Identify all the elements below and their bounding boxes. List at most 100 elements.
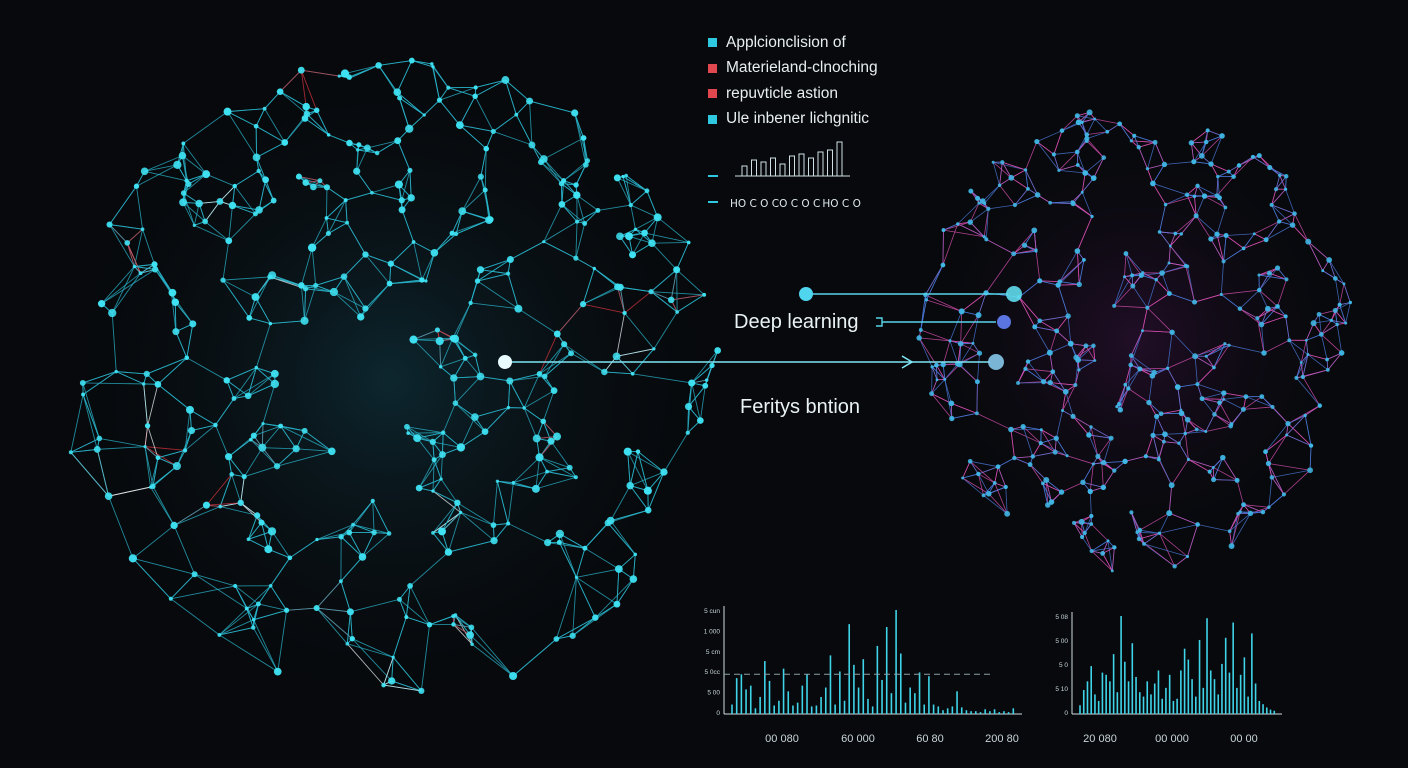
network-edge — [219, 627, 254, 636]
network-edge — [575, 223, 586, 259]
network-node — [252, 153, 261, 162]
network-edge — [170, 598, 220, 636]
network-edge — [1204, 195, 1226, 208]
network-node — [1027, 462, 1033, 467]
network-edge — [691, 365, 713, 384]
network-node — [387, 260, 394, 267]
network-edge — [543, 158, 562, 184]
network-edge — [109, 224, 135, 267]
network-node — [405, 124, 414, 133]
network-node — [356, 142, 362, 148]
network-node — [1267, 505, 1271, 509]
network-edge — [346, 611, 351, 644]
network-node — [138, 271, 143, 276]
network-edge — [425, 252, 435, 282]
network-node — [472, 93, 478, 99]
legend-item: Applcionclision of — [708, 30, 878, 56]
network-edge — [328, 199, 347, 234]
network-edge — [1014, 456, 1033, 459]
network-edge — [547, 542, 585, 549]
network-edge — [215, 398, 235, 426]
network-edge — [556, 303, 584, 335]
network-edge — [480, 148, 487, 177]
network-edge — [340, 536, 363, 558]
network-edge — [999, 162, 1003, 186]
network-edge — [515, 114, 533, 146]
network-node — [1178, 410, 1185, 417]
network-edge — [1156, 416, 1166, 435]
network-node — [1294, 375, 1299, 380]
network-node — [357, 313, 365, 321]
network-edge — [352, 524, 375, 534]
network-edge — [219, 619, 254, 636]
network-edge — [316, 607, 353, 640]
network-node — [522, 406, 526, 410]
network-node — [1080, 479, 1086, 486]
network-edge — [111, 312, 117, 372]
network-edge — [480, 376, 510, 382]
network-edge — [1077, 345, 1094, 361]
network-edge — [539, 456, 570, 469]
network-edge — [1147, 293, 1170, 309]
network-node — [258, 519, 265, 526]
network-edge — [234, 585, 248, 609]
network-edge — [455, 376, 481, 404]
network-node — [187, 426, 196, 435]
network-edge — [620, 286, 652, 293]
connector-bracket-deep-learning — [876, 317, 883, 327]
network-edge — [1268, 477, 1273, 508]
network-node — [1255, 316, 1260, 321]
network-edge — [1035, 251, 1041, 281]
network-edge — [561, 203, 585, 224]
network-node — [1046, 349, 1053, 356]
network-edge — [584, 210, 599, 224]
network-edge — [1013, 250, 1037, 255]
network-node — [1332, 307, 1338, 314]
network-edge — [1127, 368, 1141, 389]
network-edge — [627, 451, 631, 486]
network-node — [370, 190, 374, 195]
network-node — [641, 229, 648, 237]
network-edge — [617, 177, 648, 192]
network-node — [957, 341, 964, 347]
network-node — [571, 109, 579, 117]
network-node — [1338, 350, 1345, 356]
network-node — [1082, 170, 1089, 176]
network-node — [995, 464, 1001, 470]
network-node — [490, 128, 496, 135]
network-node — [1052, 449, 1058, 455]
network-node — [419, 277, 425, 283]
network-edge — [116, 371, 144, 385]
network-edge — [513, 471, 548, 484]
network-edge — [222, 279, 256, 298]
network-edge — [248, 515, 258, 540]
network-node — [509, 671, 518, 681]
network-node — [1188, 140, 1195, 146]
network-edge — [650, 291, 678, 313]
network-node — [252, 211, 258, 217]
network-node — [184, 355, 190, 361]
network-node — [407, 167, 413, 173]
network-node — [943, 377, 947, 381]
network-node — [1234, 477, 1240, 483]
network-node — [132, 264, 137, 269]
network-edge — [345, 192, 373, 201]
network-edge — [1027, 361, 1044, 382]
legend-item: repuvticle astion — [708, 81, 878, 107]
network-edge — [144, 446, 159, 459]
network-edge — [1033, 230, 1037, 252]
network-edge — [942, 223, 959, 266]
network-node — [474, 278, 481, 284]
network-edge — [984, 184, 1000, 204]
network-edge — [356, 147, 368, 172]
network-edge — [1142, 272, 1157, 281]
network-node — [302, 102, 310, 111]
network-edge — [441, 512, 462, 532]
legend-swatch — [708, 114, 717, 124]
network-node — [675, 310, 680, 314]
network-edge — [1223, 399, 1244, 410]
network-edge — [390, 241, 414, 265]
network-node — [569, 632, 576, 639]
network-node — [613, 600, 621, 608]
network-edge — [1168, 485, 1173, 514]
